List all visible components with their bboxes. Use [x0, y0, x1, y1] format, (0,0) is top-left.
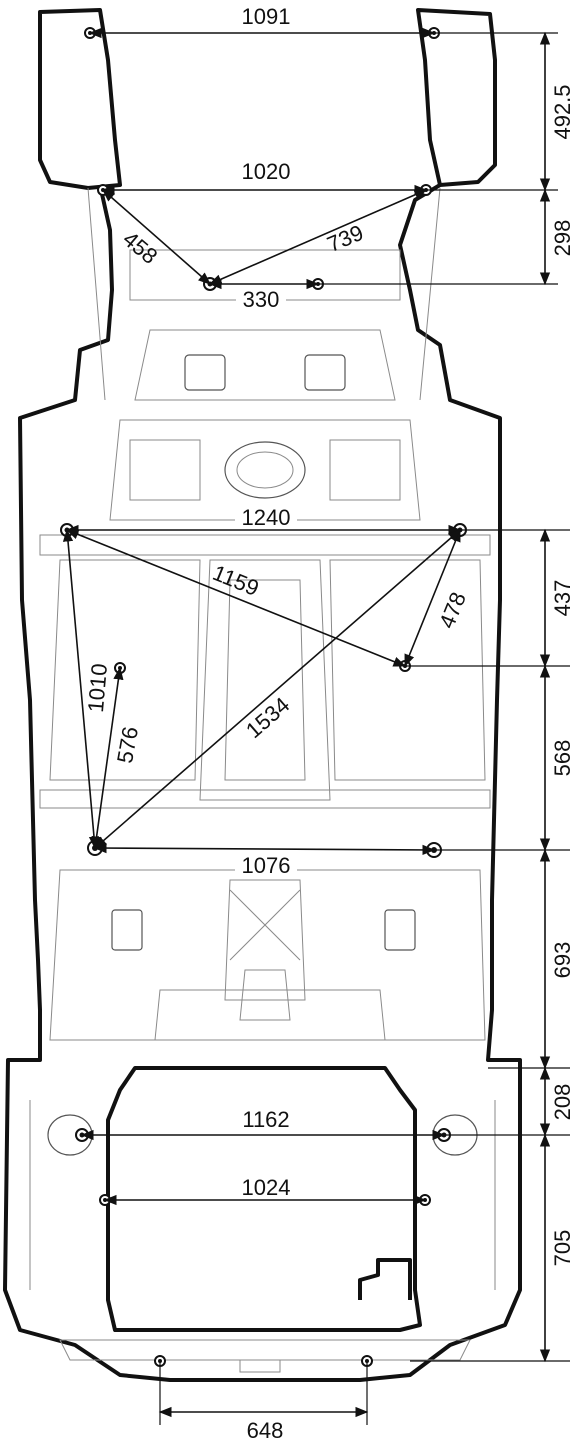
- dim-1534: 1534: [241, 692, 294, 743]
- dim-1024: 1024: [242, 1175, 291, 1200]
- dim-693: 693: [550, 942, 575, 979]
- dim-1162: 1162: [242, 1107, 289, 1132]
- dim-739: 739: [323, 220, 367, 257]
- dim-1240: 1240: [242, 505, 291, 530]
- dim-1020: 1020: [242, 159, 291, 184]
- dim-208: 208: [550, 1084, 575, 1121]
- dimension-lines: [62, 27, 570, 1425]
- dim-568: 568: [550, 740, 575, 777]
- body-outline: [3, 8, 522, 1382]
- dim-458: 458: [118, 226, 162, 269]
- dimension-labels: 1091 1020 458 739 330 1240 1159 478 1010…: [83, 4, 575, 1443]
- dim-576: 576: [112, 725, 143, 766]
- dim-492-5: 492.5: [550, 84, 575, 139]
- dim-298: 298: [550, 220, 575, 257]
- dim-648: 648: [247, 1418, 284, 1443]
- dim-705: 705: [550, 1230, 575, 1267]
- dim-1091: 1091: [242, 4, 291, 29]
- dim-478: 478: [434, 588, 471, 631]
- dim-1076: 1076: [242, 853, 291, 878]
- dim-330: 330: [243, 287, 280, 312]
- dim-437: 437: [550, 580, 575, 617]
- dim-1159: 1159: [209, 560, 262, 601]
- dim-1010: 1010: [83, 662, 112, 713]
